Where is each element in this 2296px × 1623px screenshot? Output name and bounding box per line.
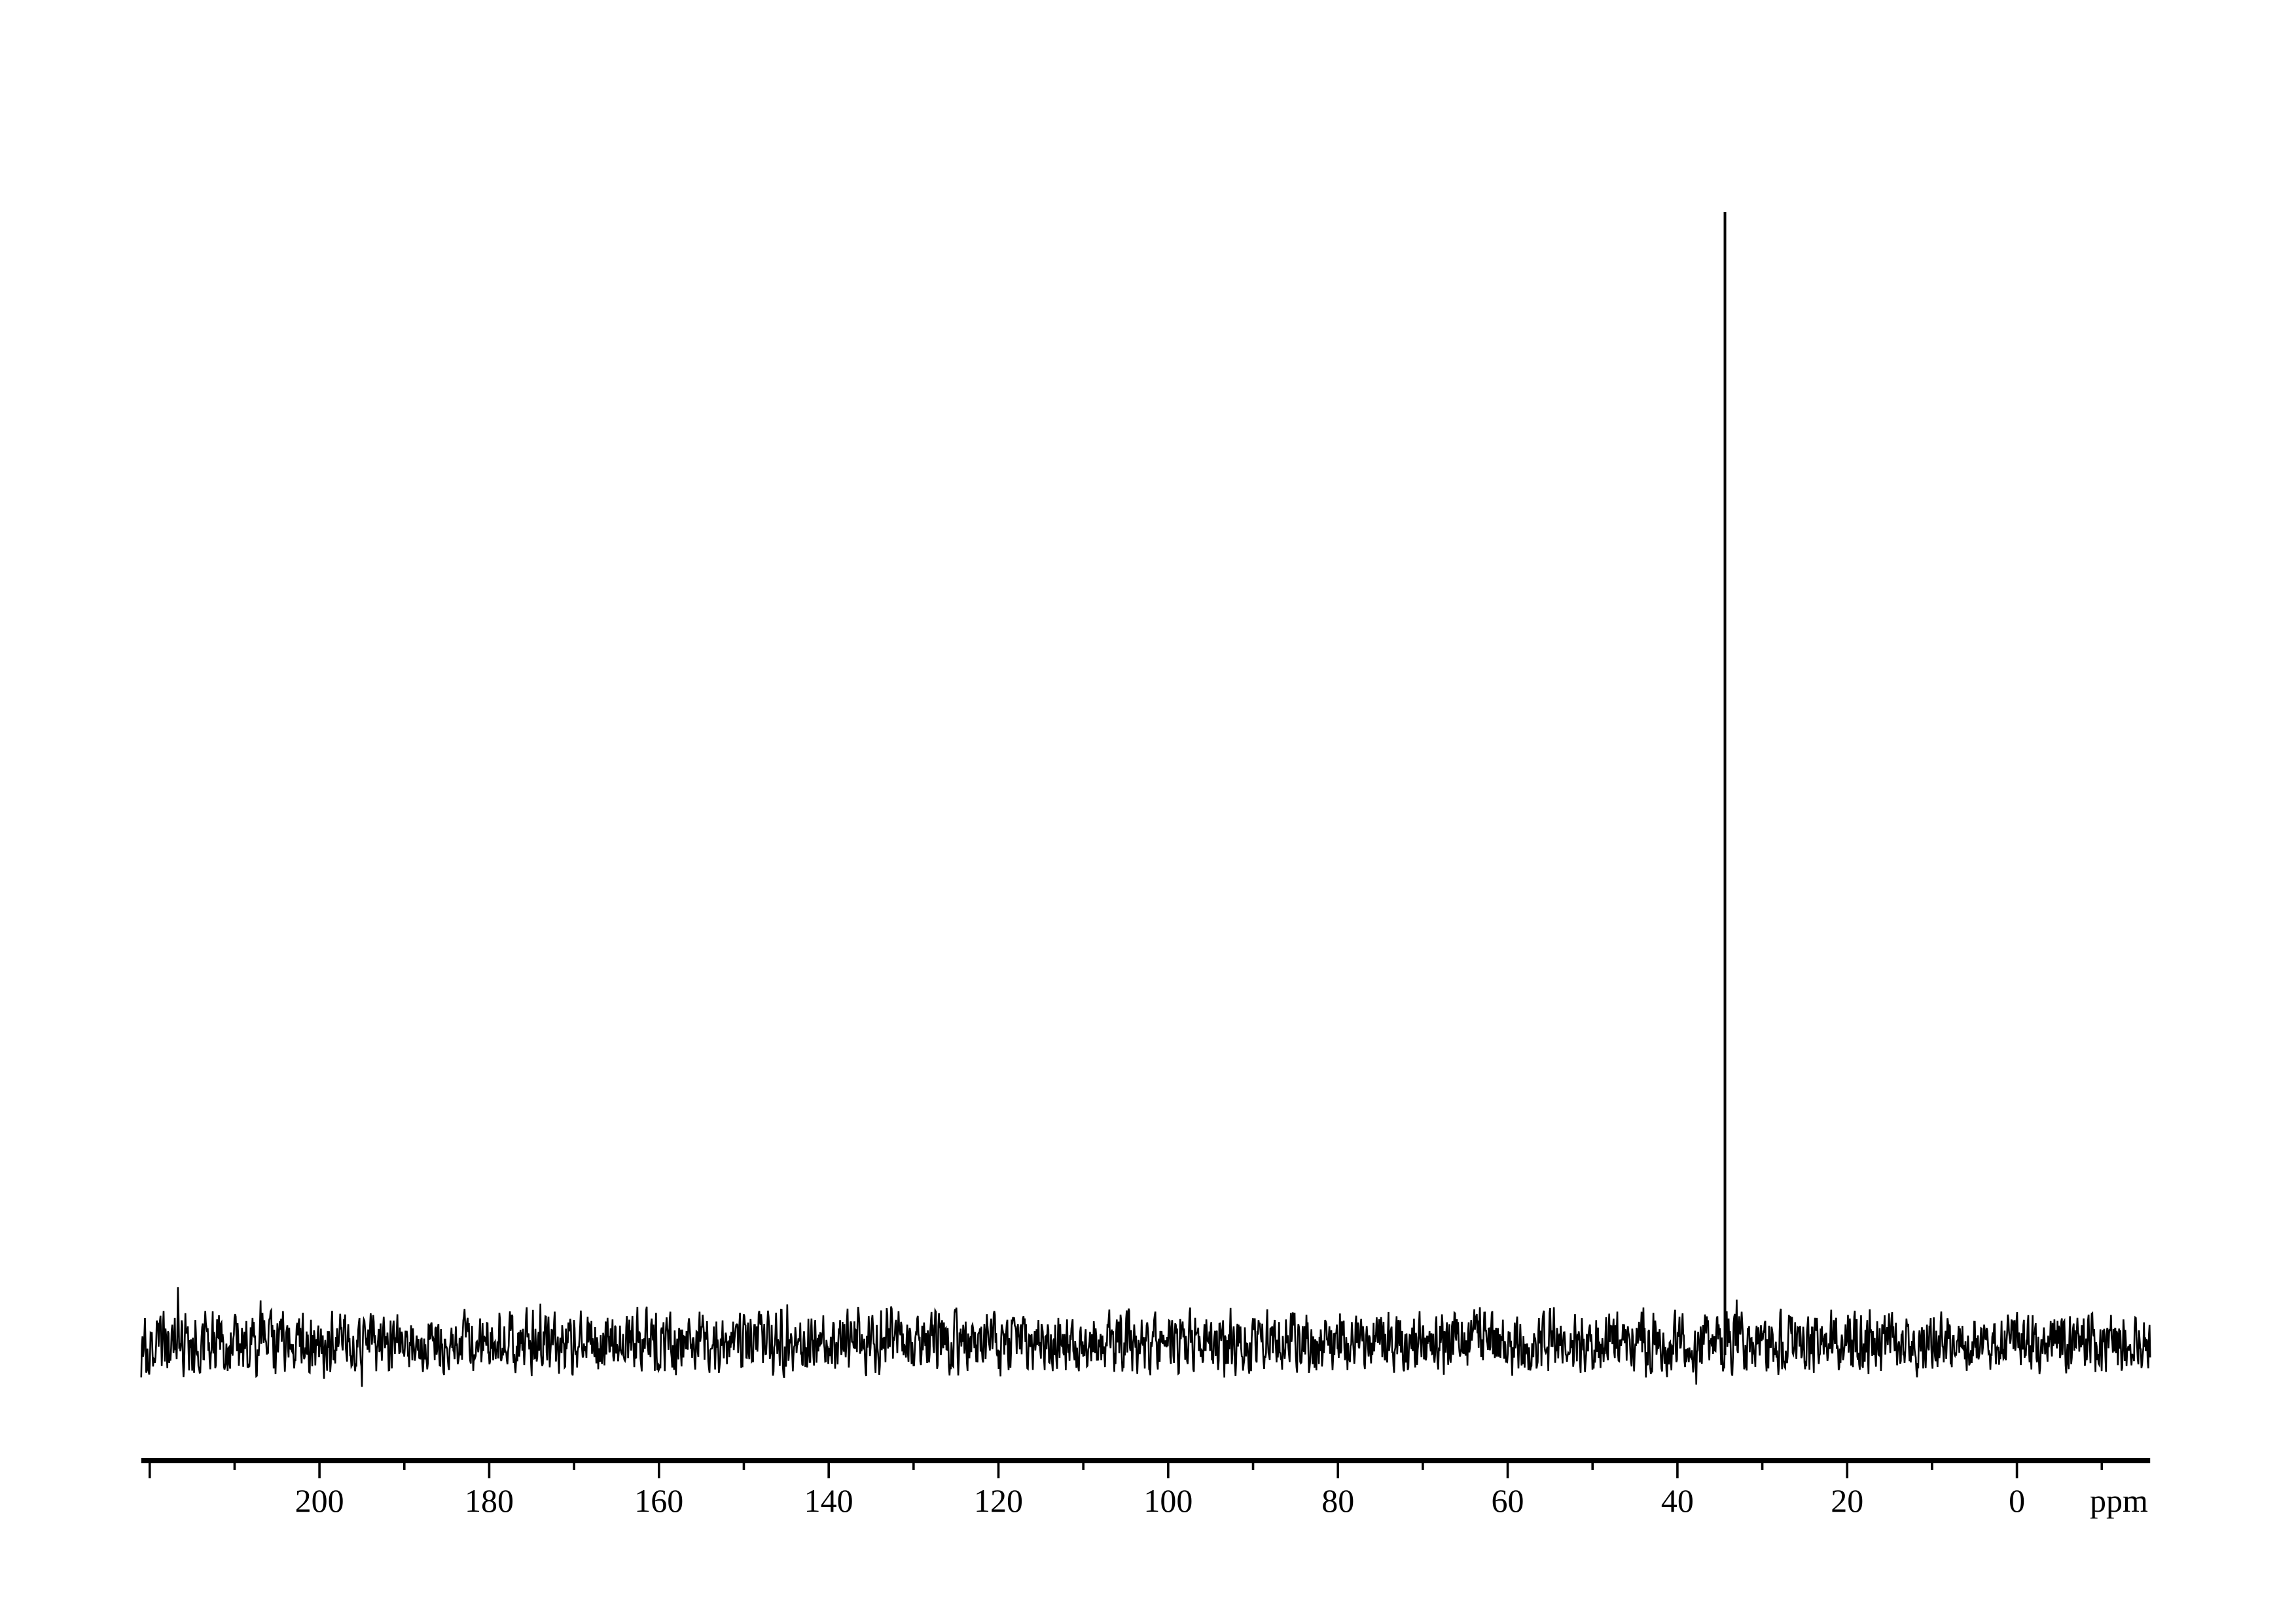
svg-text:120: 120: [974, 1482, 1023, 1519]
svg-text:80: 80: [1321, 1482, 1354, 1519]
svg-text:ppm: ppm: [2090, 1482, 2148, 1519]
svg-text:180: 180: [465, 1482, 514, 1519]
svg-text:20: 20: [1831, 1482, 1863, 1519]
svg-text:100: 100: [1143, 1482, 1193, 1519]
svg-text:0: 0: [2009, 1482, 2025, 1519]
svg-text:60: 60: [1492, 1482, 1524, 1519]
svg-text:160: 160: [634, 1482, 683, 1519]
svg-text:140: 140: [804, 1482, 853, 1519]
svg-text:200: 200: [295, 1482, 344, 1519]
svg-text:40: 40: [1661, 1482, 1694, 1519]
